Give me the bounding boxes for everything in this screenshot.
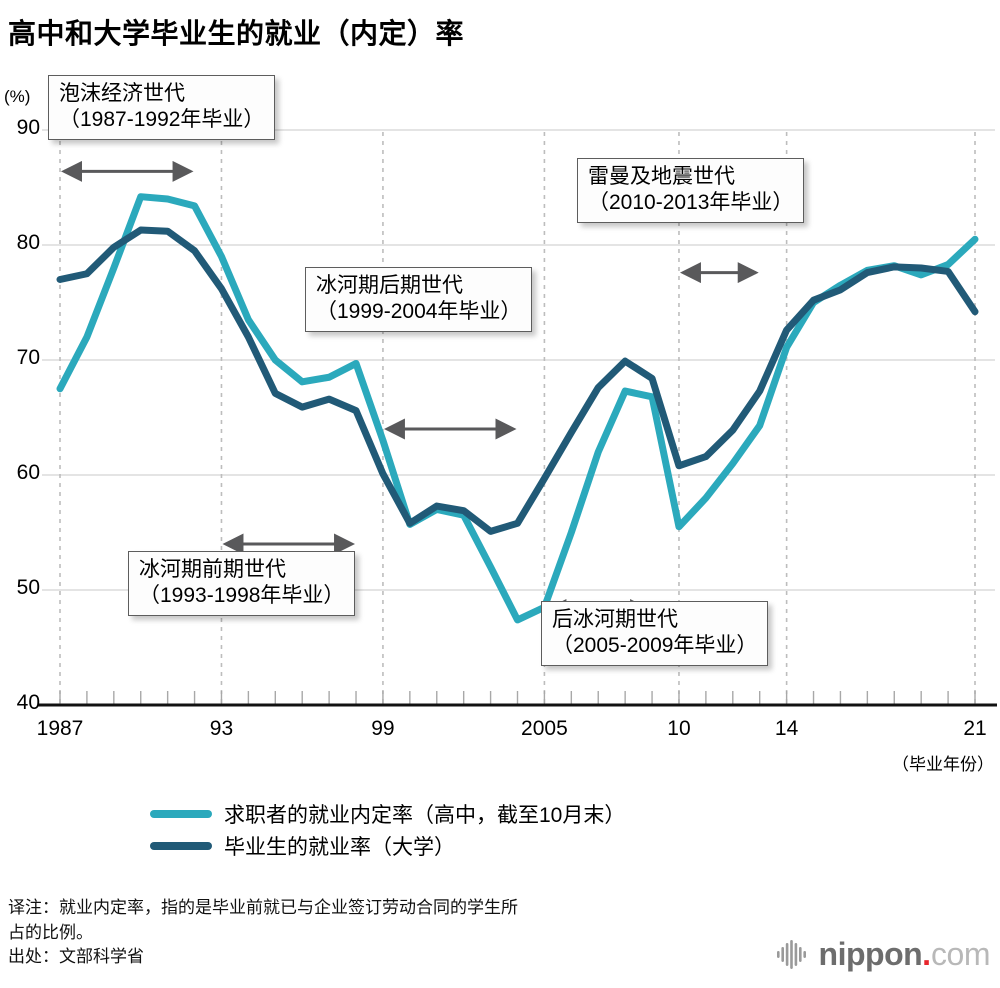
callout-ice-early: 冰河期前期世代 （1993-1998年毕业）	[128, 551, 356, 617]
footnote-line: 占的比例。	[8, 922, 93, 942]
y-axis-tick-label: 50	[16, 576, 40, 599]
y-axis-tick-label: 90	[16, 116, 40, 139]
footnote-line: 出处：文部科学省	[8, 947, 144, 967]
x-axis-tick-label: 10	[667, 717, 691, 740]
legend-label: 毕业生的就业率（大学）	[224, 836, 455, 859]
x-axis-tick-label: 2005	[521, 717, 568, 740]
x-axis-caption: （毕业年份）	[892, 755, 994, 774]
legend-item: 求职者的就业内定率（高中，截至10月末）	[150, 798, 625, 830]
x-axis-tick-label: 14	[774, 717, 799, 740]
y-axis-tick-label: 70	[16, 346, 40, 369]
brand-dot: .	[922, 936, 932, 972]
legend-swatch-icon	[150, 810, 212, 818]
callout-post-ice: 后冰河期世代 （2005-2009年毕业）	[541, 601, 769, 667]
y-axis-tick-label: 40	[16, 691, 40, 714]
x-axis-tick-label: 21	[963, 717, 987, 740]
chart-svg	[38, 129, 997, 707]
callout-lehman-quake: 雷曼及地震世代 （2010-2013年毕业）	[577, 158, 805, 224]
page-title: 高中和大学毕业生的就业（内定）率	[8, 18, 465, 49]
y-axis-tick-label: 80	[16, 231, 40, 254]
footnotes: 译注：就业内定率，指的是毕业前就已与企业签订劳动合同的学生所 占的比例。出处：文部…	[8, 896, 518, 970]
x-axis-tick-label: 1987	[36, 717, 84, 740]
legend-swatch-icon	[150, 842, 212, 850]
legend-item: 毕业生的就业率（大学）	[150, 830, 625, 862]
y-axis-tick-label: 60	[16, 461, 40, 484]
x-axis-tick-label: 93	[209, 717, 234, 740]
chart-plot-area: (%)	[0, 60, 1000, 760]
brand-tld: com	[931, 936, 990, 972]
brand-name: nippon	[818, 936, 923, 972]
callout-ice-late: 冰河期后期世代 （1999-2004年毕业）	[305, 267, 533, 333]
chart-legend: 求职者的就业内定率（高中，截至10月末） 毕业生的就业率（大学）	[150, 798, 625, 862]
nippon-com-logo: nippon . com	[776, 938, 990, 970]
callout-bubble: 泡沫经济世代 （1987-1992年毕业）	[48, 75, 276, 141]
x-axis-tick-label: 99	[371, 717, 395, 740]
legend-label: 求职者的就业内定率（高中，截至10月末）	[224, 804, 626, 827]
y-axis-unit-label: (%)	[4, 87, 31, 106]
footnote-line: 译注：就业内定率，指的是毕业前就已与企业签订劳动合同的学生所	[8, 898, 518, 917]
soundwave-icon	[776, 940, 806, 969]
series-line-university	[56, 226, 979, 535]
